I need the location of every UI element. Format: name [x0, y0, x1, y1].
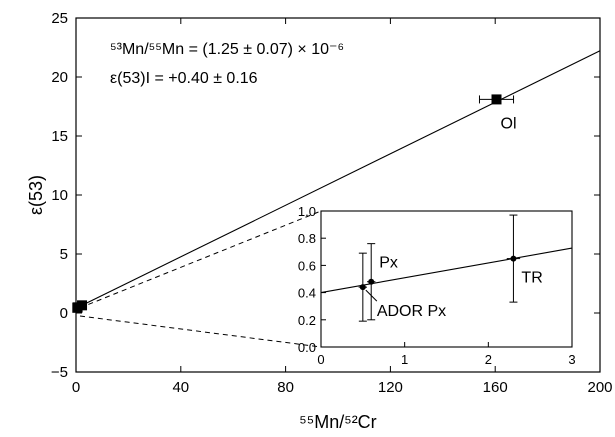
- x-tick-label: 0: [72, 379, 80, 396]
- inset-plot-area: 0 1 2 3 0.0 0.2 0.4 0.6 0.8 1.0 Px ADOR Px TR: [79, 204, 576, 367]
- y-tick-label: 15: [51, 128, 68, 145]
- inset-y-tick-label: 0.2: [298, 313, 316, 328]
- y-axis-label: ε(53): [26, 175, 46, 215]
- inset-y-tick-label: 0.4: [298, 286, 316, 301]
- inset-y-tick-label: 0.8: [298, 231, 316, 246]
- zoom-connector-bottom: [79, 315, 322, 348]
- inset-data-point: [510, 255, 517, 262]
- annotation-1: ⁵³Mn/⁵⁵Mn = (1.25 ± 0.07) × 10⁻⁶: [110, 41, 344, 58]
- x-tick-label: 40: [172, 379, 189, 396]
- x-tick-label: 80: [277, 379, 294, 396]
- inset-data-point: [359, 284, 366, 291]
- inset-y-tick-label: 1.0: [298, 204, 316, 219]
- ador-leader-line: [365, 289, 378, 302]
- point-label-ador-px: ADOR Px: [377, 303, 446, 320]
- y-tick-label: 20: [51, 69, 68, 86]
- point-label-ol: Ol: [501, 115, 517, 132]
- x-axis-label: ⁵⁵Mn/⁵²Cr: [299, 412, 376, 432]
- y-tick-label: 10: [51, 187, 68, 204]
- annotation-2: ε(53)I = +0.40 ± 0.16: [110, 70, 258, 87]
- inset-y-tick-label: 0.0: [298, 340, 316, 355]
- point-label-tr: TR: [521, 270, 542, 287]
- x-tick-label: 120: [378, 379, 403, 396]
- data-point-ol: [491, 94, 502, 105]
- x-tick-label: 200: [587, 379, 612, 396]
- y-tick-label: 0: [60, 305, 68, 322]
- y-tick-label: 5: [60, 246, 68, 263]
- inset-y-tick-label: 0.6: [298, 258, 316, 273]
- point-label-px: Px: [379, 255, 398, 272]
- inset-x-tick-label: 1: [401, 352, 408, 367]
- y-tick-label: 25: [51, 10, 68, 27]
- x-tick-label: 160: [483, 379, 508, 396]
- inset-data-point: [368, 278, 375, 285]
- fit-line: [75, 50, 601, 309]
- y-tick-label: −5: [51, 364, 68, 381]
- data-point-cluster: [77, 300, 88, 311]
- inset-x-tick-label: 3: [568, 352, 575, 367]
- inset-x-tick-label: 0: [317, 352, 324, 367]
- main-plot-area: 0 40 80 120 160 200−50510152025⁵⁵Mn/⁵²Crε(53)…: [26, 10, 613, 432]
- inset-x-tick-label: 2: [485, 352, 492, 367]
- zoom-connector-top: [79, 210, 322, 309]
